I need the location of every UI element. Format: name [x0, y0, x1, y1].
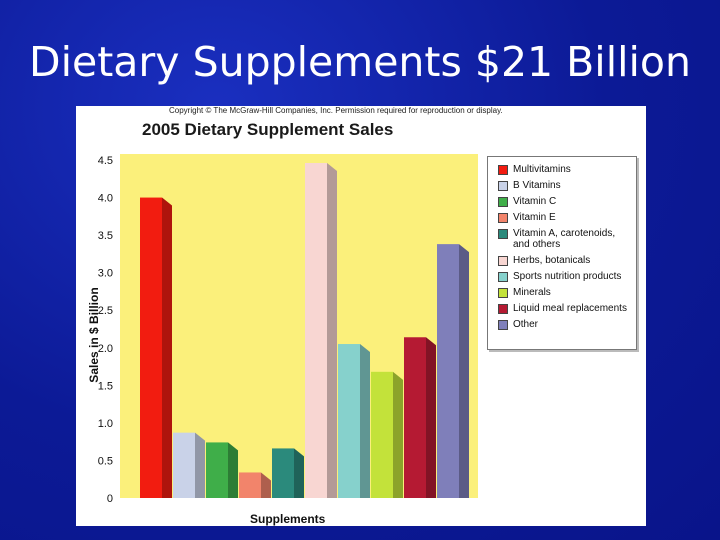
legend-swatch — [498, 197, 508, 207]
bar-side — [459, 244, 469, 498]
copyright-notice: Copyright © The McGraw-Hill Companies, I… — [169, 106, 503, 115]
bar-9 — [404, 337, 436, 498]
legend-swatch — [498, 304, 508, 314]
legend-label: B Vitamins — [513, 180, 561, 191]
bar-front — [140, 197, 162, 499]
bar-side — [426, 337, 436, 498]
bar-side — [360, 344, 370, 498]
bar-front — [206, 442, 228, 498]
y-tick-label: 4.5 — [98, 155, 113, 167]
bar-front — [173, 432, 195, 498]
legend-swatch — [498, 181, 508, 191]
bar-front — [305, 163, 327, 498]
y-tick-label: 0.5 — [98, 455, 113, 467]
legend-swatch — [498, 213, 508, 223]
legend-swatch — [498, 165, 508, 175]
legend-item: Vitamin A, carotenoids, and others — [498, 228, 615, 250]
bar-front — [404, 337, 426, 498]
y-tick-label: 2.0 — [98, 343, 113, 355]
bar-front — [338, 344, 360, 498]
bar-1 — [140, 197, 172, 499]
legend-label: Multivitamins — [513, 164, 571, 175]
legend-swatch — [498, 320, 508, 330]
legend-item: Vitamin E — [498, 212, 556, 223]
legend-swatch — [498, 288, 508, 298]
bar-side — [162, 197, 172, 499]
bar-chart: 0 0.5 1.0 1.5 2.0 2.5 3.0 3.5 4.0 4.5 — [98, 154, 478, 505]
legend-item: Vitamin C — [498, 196, 556, 207]
legend-item: Liquid meal replacements — [498, 303, 627, 314]
bar-side — [195, 432, 205, 498]
bar-2 — [173, 432, 205, 498]
bar-side — [294, 448, 304, 498]
bar-front — [371, 371, 393, 498]
legend-item: Sports nutrition products — [498, 271, 621, 282]
bar-side — [261, 472, 271, 498]
legend-label: Liquid meal replacements — [513, 303, 627, 314]
bar-4 — [239, 472, 271, 498]
bar-8 — [371, 371, 403, 498]
bar-6 — [305, 163, 337, 498]
legend-item: B Vitamins — [498, 180, 561, 191]
bar-side — [327, 163, 337, 498]
legend-label: Sports nutrition products — [513, 271, 622, 282]
y-tick-label: 3.5 — [98, 230, 113, 242]
bar-10 — [437, 244, 469, 498]
bar-5 — [272, 448, 304, 498]
y-tick-label: 1.5 — [98, 380, 113, 392]
legend: Multivitamins B Vitamins Vitamin C Vitamin … — [487, 156, 637, 350]
bar-front — [239, 472, 261, 498]
bar-7 — [338, 344, 370, 498]
y-tick-label: 4.0 — [98, 193, 113, 205]
y-tick-label: 3.0 — [98, 268, 113, 280]
y-tick-label: 2.5 — [98, 305, 113, 317]
bar-3 — [206, 442, 238, 498]
bars — [140, 163, 469, 499]
chart-title: 2005 Dietary Supplement Sales — [142, 120, 394, 139]
legend-label: Vitamin C — [513, 196, 557, 207]
chart-figure: Copyright © The McGraw-Hill Companies, I… — [76, 106, 646, 526]
slide-title: Dietary Supplements $21 Billion — [29, 38, 691, 86]
bar-front — [272, 448, 294, 498]
legend-label: Vitamin E — [513, 212, 556, 223]
x-axis-label: Supplements — [250, 512, 326, 526]
y-tick-label: 1.0 — [98, 418, 113, 430]
legend-item: Minerals — [498, 287, 551, 298]
legend-label: Other — [513, 319, 539, 330]
legend-label: Vitamin A, carotenoids, and others — [513, 228, 616, 250]
legend-swatch — [498, 229, 508, 239]
bar-side — [228, 442, 238, 498]
bar-side — [393, 371, 403, 498]
legend-item: Multivitamins — [498, 164, 571, 175]
legend-swatch — [498, 272, 508, 282]
y-tick-label: 0 — [107, 493, 113, 505]
legend-swatch — [498, 256, 508, 266]
y-axis-ticks: 0 0.5 1.0 1.5 2.0 2.5 3.0 3.5 4.0 4.5 — [98, 155, 113, 505]
legend-label: Minerals — [513, 287, 551, 298]
bar-front — [437, 244, 459, 498]
legend-item: Herbs, botanicals — [498, 255, 590, 266]
legend-label-line2: and others — [513, 239, 561, 250]
legend-item: Other — [498, 319, 538, 330]
legend-label: Herbs, botanicals — [513, 255, 591, 266]
